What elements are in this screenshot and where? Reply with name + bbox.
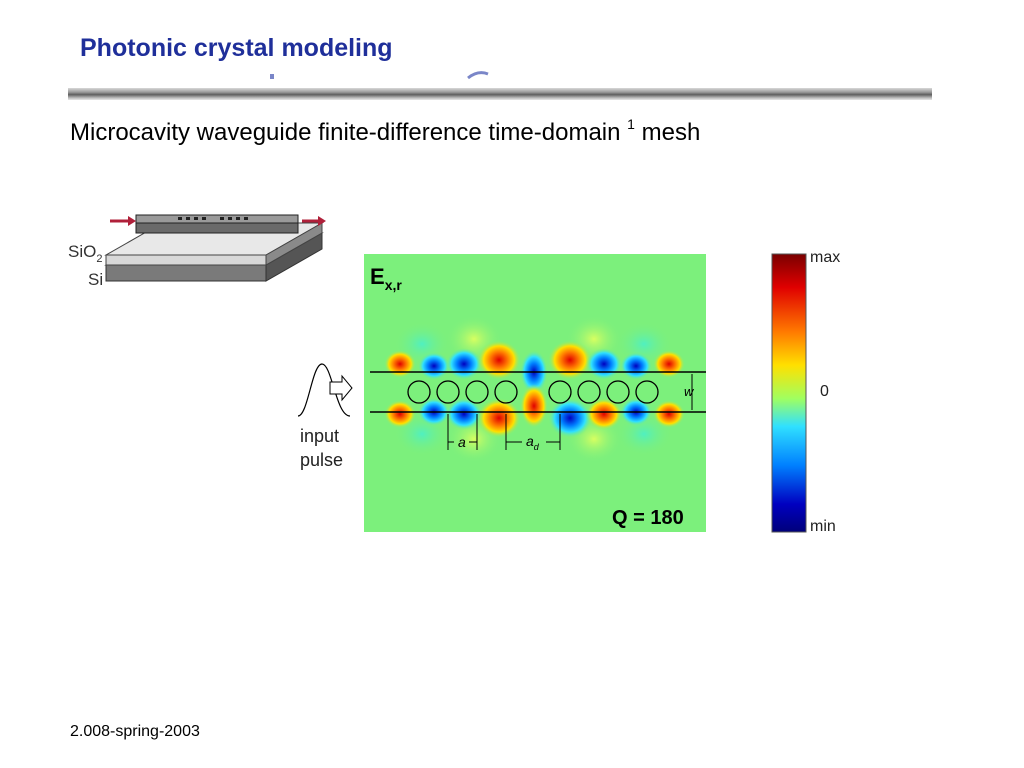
defect-marker <box>505 414 561 450</box>
period-label: a <box>458 434 466 450</box>
colorbar-gradient <box>771 253 807 533</box>
device-sketch: SiO2 Si <box>68 214 326 289</box>
ridge-holes <box>178 217 248 220</box>
slide-subtitle: Microcavity waveguide finite-difference … <box>70 116 701 147</box>
title-reflection <box>270 71 489 80</box>
subtitle-main: Microcavity waveguide finite-difference … <box>70 119 621 146</box>
field-label: Ex,r <box>370 264 402 293</box>
si-label: Si <box>88 270 103 289</box>
defect-label: ad <box>526 433 540 452</box>
output-arrow-icon <box>302 216 326 226</box>
pulse-label: pulse <box>300 450 343 470</box>
pulse-arrow-icon <box>329 374 353 402</box>
input-label: input <box>300 426 339 446</box>
input-pulse: input pulse <box>297 363 353 470</box>
subtitle-tail: mesh <box>641 119 701 146</box>
colorbar-zero-label: 0 <box>820 383 829 400</box>
pulse-waveform-icon <box>297 363 351 417</box>
title-divider <box>68 88 932 100</box>
colorbar-max-label: max <box>810 249 840 266</box>
photonic-holes <box>407 380 659 404</box>
slide-title: Photonic crystal modeling <box>80 34 393 62</box>
subtitle-footnote: 1 <box>627 116 635 132</box>
colorbar-min-label: min <box>810 518 836 535</box>
field-plot: w a ad Ex,r Q = 180 <box>364 254 706 532</box>
width-label: w <box>684 384 695 399</box>
q-factor-label: Q = 180 <box>612 507 684 529</box>
sio2-label: SiO2 <box>68 242 102 265</box>
colorbar: max 0 min <box>771 249 840 535</box>
input-arrow-icon <box>110 216 136 226</box>
period-marker <box>447 414 478 450</box>
slide-footer: 2.008-spring-2003 <box>70 723 200 740</box>
